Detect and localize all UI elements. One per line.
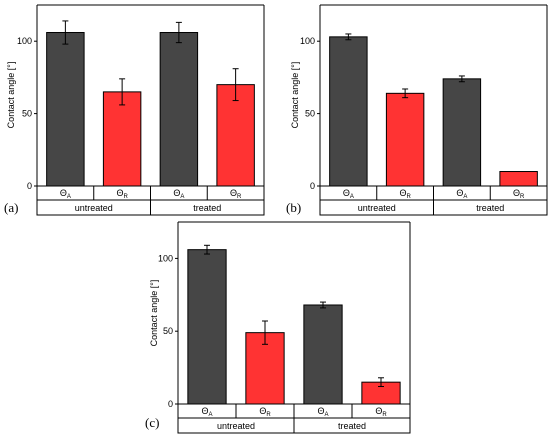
bar-treated-theta-a [303,304,343,405]
category-label: ΘR [230,188,242,200]
chart-panel-3: 0 50 100 Contact angle [°] ΘA ΘR ΘA ΘR untreated… [145,221,411,434]
panel-label: (c) [145,415,159,430]
bar-untreated-theta-a [187,249,227,405]
category-label: ΘA [201,406,212,418]
y-tick-label: 50 [163,326,173,336]
category-label: ΘA [317,406,328,418]
bar-treated-theta-r [499,171,538,187]
y-tick-label: 100 [300,36,315,46]
bar-untreated-theta-r [385,92,425,187]
group-label-untreated: untreated [217,421,255,431]
group-label-untreated: untreated [75,203,113,213]
group-label-treated: treated [193,203,221,213]
category-label: ΘA [60,188,71,200]
group-label-untreated: untreated [358,203,396,213]
category-label: ΘA [343,188,354,200]
y-axis-label: Contact angle [°] [290,62,300,129]
y-tick-label: 100 [158,253,173,263]
bar-treated-theta-r [216,84,255,187]
bar-untreated-theta-r [102,91,142,187]
category-label: ΘR [399,188,411,200]
y-tick-label: 0 [168,399,173,409]
category-label: ΘA [173,188,184,200]
bar-untreated-theta-a [329,36,368,187]
group-label-treated: treated [476,203,504,213]
bar-untreated-theta-a [46,32,85,187]
y-tick-label: 50 [22,109,32,119]
category-label: ΘR [259,406,271,418]
category-label: ΘR [116,188,128,200]
y-tick-label: 50 [305,109,315,119]
y-tick-label: 0 [27,181,32,191]
bar-treated-theta-a [159,32,199,187]
y-axis-label: Contact angle [°] [6,62,16,129]
category-label: ΘR [375,406,387,418]
category-label: ΘA [456,188,467,200]
y-axis-label: Contact angle [°] [149,280,159,347]
bar-treated-theta-a [442,78,482,187]
panel-label: (b) [286,200,301,215]
y-tick-label: 0 [310,181,315,191]
group-label-treated: treated [338,421,366,431]
category-label: ΘR [513,188,525,200]
panel-label: (a) [4,200,18,215]
y-tick-label: 100 [17,36,32,46]
